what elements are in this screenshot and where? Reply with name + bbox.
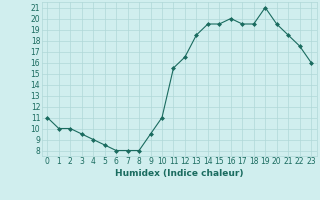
X-axis label: Humidex (Indice chaleur): Humidex (Indice chaleur) (115, 169, 244, 178)
